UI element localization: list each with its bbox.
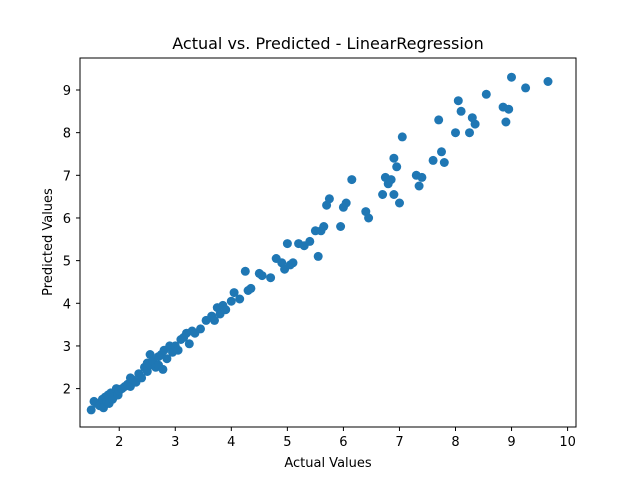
data-point xyxy=(451,128,460,138)
data-point xyxy=(229,288,239,298)
y-tick-label: 7 xyxy=(63,169,71,184)
y-axis: 2 3 4 5 6 7 8 9 xyxy=(63,84,80,398)
data-point xyxy=(364,213,374,223)
x-tick-label: 6 xyxy=(339,435,347,450)
x-tick-label: 5 xyxy=(283,435,291,450)
data-point xyxy=(347,175,357,185)
x-tick-label: 3 xyxy=(171,435,179,450)
data-point xyxy=(521,83,531,93)
data-point xyxy=(266,273,276,283)
x-tick-label: 4 xyxy=(227,435,235,450)
data-point xyxy=(235,294,245,304)
data-point xyxy=(184,339,194,349)
data-point xyxy=(453,96,463,106)
data-point xyxy=(395,198,404,208)
data-point xyxy=(507,72,516,82)
chart-title: Actual vs. Predicted - LinearRegression xyxy=(172,34,483,53)
data-point xyxy=(456,106,466,116)
data-point xyxy=(543,77,553,86)
x-axis-label: Actual Values xyxy=(284,456,372,471)
data-point xyxy=(428,155,438,165)
data-point xyxy=(336,222,346,231)
data-point xyxy=(434,115,444,125)
data-point xyxy=(196,324,205,334)
data-point xyxy=(504,104,514,114)
points-layer xyxy=(86,72,553,415)
x-axis: 2 3 4 5 6 7 8 9 10 xyxy=(115,427,576,450)
x-tick-label: 10 xyxy=(559,435,576,450)
data-point xyxy=(305,236,315,246)
x-tick-label: 8 xyxy=(451,435,459,450)
y-tick-label: 5 xyxy=(63,255,71,270)
y-tick-label: 3 xyxy=(63,340,71,355)
data-point xyxy=(414,181,424,191)
data-point xyxy=(465,128,474,138)
data-point xyxy=(397,132,407,142)
data-point xyxy=(240,266,250,276)
data-point xyxy=(389,153,399,163)
data-point xyxy=(86,405,96,415)
data-point xyxy=(313,251,323,261)
data-point xyxy=(162,354,172,364)
y-tick-label: 2 xyxy=(63,383,71,398)
data-point xyxy=(389,190,399,199)
data-point xyxy=(282,239,292,249)
data-point xyxy=(210,315,219,325)
data-point xyxy=(417,172,427,182)
data-point xyxy=(439,158,449,167)
data-point xyxy=(501,117,511,127)
y-tick-label: 6 xyxy=(63,212,71,227)
y-tick-label: 8 xyxy=(63,127,71,142)
y-axis-label: Predicted Values xyxy=(41,188,56,296)
data-point xyxy=(341,198,351,208)
data-point xyxy=(158,364,168,374)
data-point xyxy=(378,190,388,199)
x-tick-label: 9 xyxy=(507,435,515,450)
data-point xyxy=(173,345,183,355)
data-point xyxy=(386,175,396,185)
data-point xyxy=(246,283,256,293)
data-point xyxy=(481,89,491,99)
data-point xyxy=(437,147,446,157)
data-point xyxy=(392,162,402,172)
y-tick-label: 4 xyxy=(63,297,71,312)
plot-frame xyxy=(79,57,577,428)
data-point xyxy=(324,194,334,204)
data-point xyxy=(319,222,329,231)
data-point xyxy=(221,305,231,315)
data-point xyxy=(470,119,480,129)
x-tick-label: 2 xyxy=(115,435,123,450)
data-point xyxy=(226,296,236,306)
data-point xyxy=(137,373,147,383)
data-point xyxy=(257,271,267,281)
data-point xyxy=(288,258,298,268)
y-tick-label: 9 xyxy=(63,84,71,99)
x-tick-label: 7 xyxy=(395,435,403,450)
